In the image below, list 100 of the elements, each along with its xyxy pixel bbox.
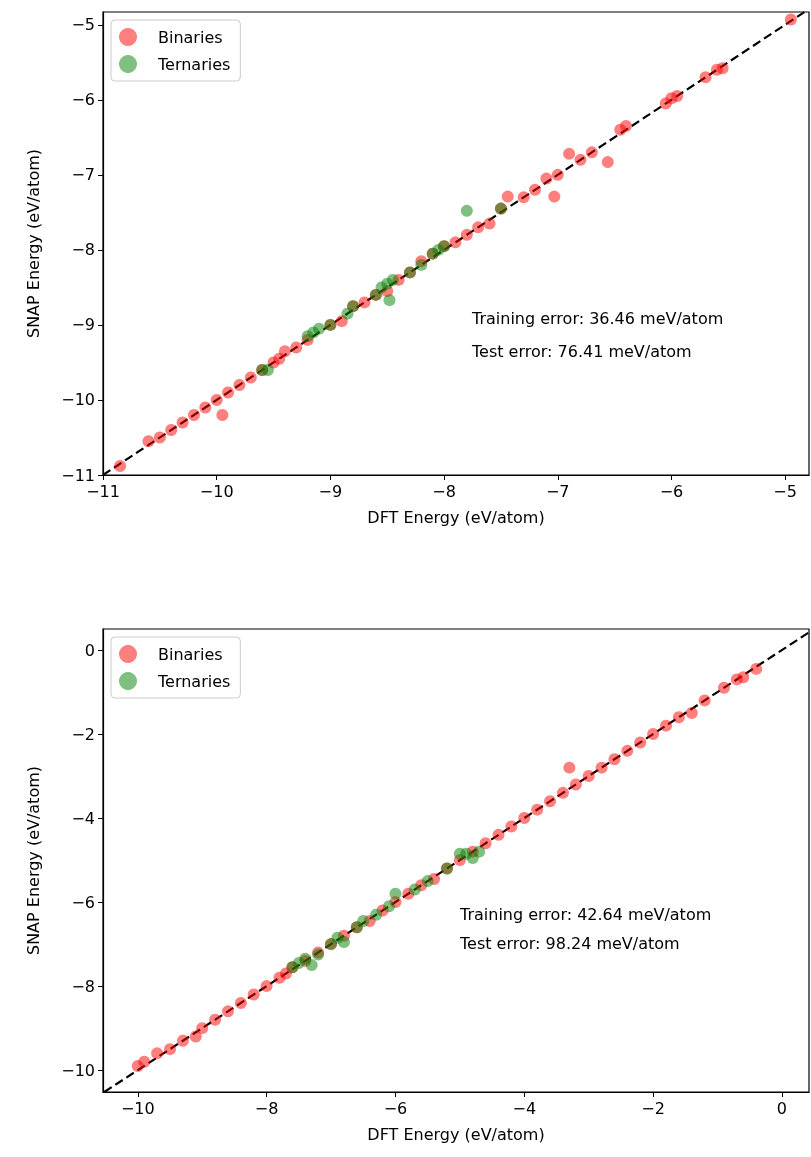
y-tick-label: −8	[71, 240, 95, 260]
point	[153, 431, 166, 444]
point	[383, 294, 396, 307]
point	[305, 959, 318, 972]
point	[784, 13, 797, 26]
x-axis-title: DFT Energy (eV/atom)	[367, 1124, 545, 1144]
point	[672, 711, 685, 724]
point	[716, 62, 729, 75]
point	[449, 236, 462, 249]
y-tick-label: −5	[71, 15, 95, 35]
point	[699, 71, 712, 84]
point	[517, 191, 530, 204]
point	[737, 671, 750, 684]
point	[209, 1013, 222, 1026]
y-axis-title: SNAP Energy (eV/atom)	[23, 765, 43, 956]
annotation: Training error: 42.64 meV/atom	[459, 904, 712, 924]
point	[196, 1022, 209, 1035]
x-tick-label: −8	[432, 481, 456, 501]
point	[501, 190, 514, 203]
point	[233, 378, 246, 391]
x-tick-label: −4	[512, 1098, 537, 1118]
point	[563, 147, 576, 160]
point	[505, 820, 518, 833]
point	[278, 345, 291, 358]
point	[176, 1034, 189, 1047]
x-tick-label: −10	[120, 1098, 155, 1118]
point	[234, 996, 247, 1009]
point	[647, 728, 660, 741]
point	[151, 1047, 164, 1060]
x-tick-label: −5	[773, 481, 797, 501]
x-axis-title: DFT Energy (eV/atom)	[367, 507, 545, 527]
point	[685, 707, 698, 720]
point	[483, 217, 496, 230]
point	[551, 168, 564, 181]
x-tick-label: −9	[318, 481, 343, 501]
legend-label: Binaries	[158, 27, 223, 47]
x-tick-label: −8	[254, 1098, 279, 1118]
point	[556, 786, 569, 799]
point	[222, 386, 235, 399]
x-tick-label: −6	[383, 1098, 408, 1118]
point	[383, 900, 396, 913]
point	[608, 753, 621, 766]
point	[176, 416, 189, 429]
point	[313, 322, 326, 335]
point	[165, 423, 178, 436]
x-tick-label: 0	[776, 1098, 788, 1118]
point	[408, 883, 421, 896]
point	[370, 908, 383, 921]
annotation: Test error: 98.24 meV/atom	[459, 933, 680, 953]
point	[460, 228, 473, 241]
point	[138, 1055, 151, 1068]
point	[164, 1043, 176, 1056]
point	[595, 761, 608, 774]
point	[548, 190, 561, 203]
point	[357, 915, 370, 927]
y-tick-label: −8	[71, 976, 95, 996]
point	[358, 296, 371, 309]
point	[261, 363, 274, 376]
point	[260, 980, 273, 993]
y-tick-label: 0	[84, 640, 95, 660]
point	[660, 719, 672, 732]
point	[389, 887, 402, 900]
y-tick-label: −10	[61, 1060, 95, 1080]
x-tick-label: −6	[659, 481, 684, 501]
point	[601, 156, 614, 169]
point	[750, 662, 763, 675]
point	[337, 936, 350, 948]
y-tick-label: −4	[71, 808, 95, 828]
annotation: Test error: 76.41 meV/atom	[471, 341, 692, 361]
y-tick-label: −2	[71, 724, 95, 744]
y-tick-label: −9	[71, 315, 95, 335]
y-tick-label: −10	[61, 390, 95, 410]
point	[199, 401, 212, 414]
point	[585, 146, 598, 159]
point	[189, 1030, 202, 1043]
y-tick-label: −7	[71, 165, 95, 185]
point	[563, 761, 576, 774]
y-tick-label: −6	[71, 892, 95, 912]
point	[221, 1005, 234, 1018]
point	[460, 204, 473, 217]
point	[698, 694, 711, 707]
y-tick-label: −6	[71, 90, 95, 110]
point	[621, 744, 634, 757]
point	[717, 681, 730, 694]
point	[479, 837, 492, 850]
point	[142, 435, 155, 448]
legend-label: Binaries	[158, 644, 223, 664]
point	[544, 795, 557, 808]
y-axis-title: SNAP Energy (eV/atom)	[23, 148, 43, 339]
point	[421, 875, 434, 888]
point	[290, 341, 303, 354]
point	[244, 371, 257, 384]
annotation: Training error: 36.46 meV/atom	[471, 308, 724, 328]
point	[472, 221, 485, 234]
legend-label: Ternaries	[157, 54, 231, 74]
point	[574, 153, 587, 166]
point	[114, 460, 127, 472]
point	[386, 273, 399, 286]
point	[529, 183, 542, 196]
point	[634, 736, 647, 749]
